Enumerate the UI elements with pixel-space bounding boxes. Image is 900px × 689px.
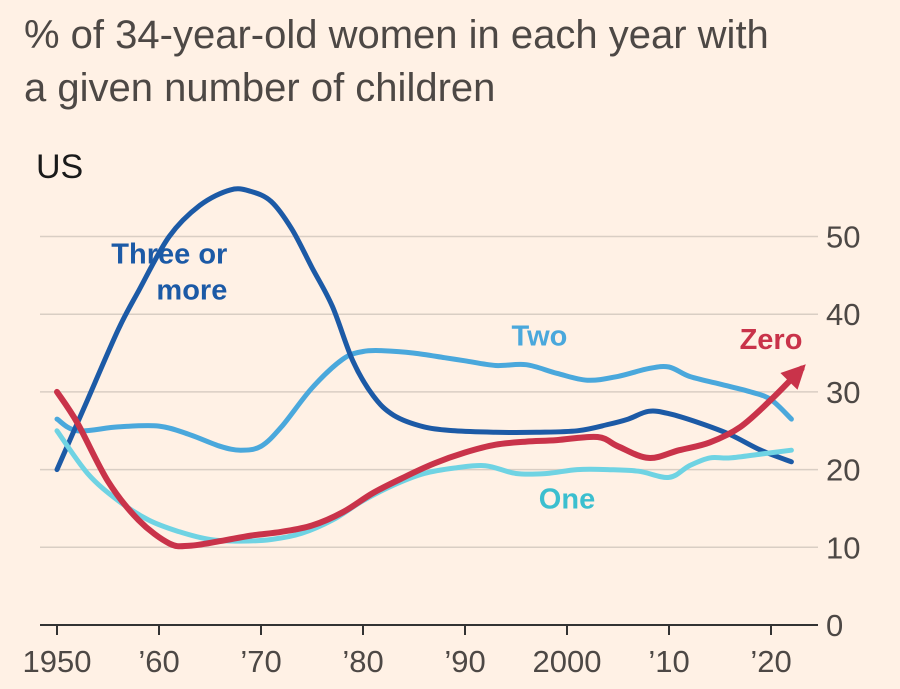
series-line-zero (54, 365, 805, 550)
x-tick-label-1970: ’70 (240, 644, 281, 679)
y-tick-label-30: 30 (826, 375, 860, 410)
x-axis: 1950 ’60 ’70 ’80 ’90 2000 ’10 ’20 (23, 624, 818, 679)
series-label-two: Two (512, 320, 568, 352)
series-group (54, 186, 806, 550)
chart-title-line1: % of 34-year-old women in each year with (24, 13, 769, 57)
series-line-two (54, 347, 794, 453)
x-tick-label-2000: 2000 (533, 644, 602, 679)
series-label-three-or-more-line2: more (156, 275, 227, 307)
y-tick-label-0: 0 (826, 608, 843, 643)
x-tick-label-1950: 1950 (23, 644, 92, 679)
x-tick-label-2020: ’20 (750, 644, 791, 679)
x-tick-label-2010: ’10 (648, 644, 689, 679)
x-tick-label-1960: ’60 (138, 644, 179, 679)
y-tick-label-40: 40 (826, 297, 860, 332)
y-axis: 0 10 20 30 40 50 (826, 220, 860, 644)
series-line-three-or-more (54, 186, 794, 473)
y-tick-label-20: 20 (826, 453, 860, 488)
series-line-one (54, 428, 794, 544)
region-label: US (36, 148, 83, 186)
series-label-three-or-more: Three or (111, 239, 227, 271)
zero-arrowhead (780, 364, 806, 390)
y-tick-label-10: 10 (826, 530, 860, 565)
chart-title-line2: a given number of children (24, 66, 495, 110)
series-labels: Three or more Two Zero One (111, 239, 802, 516)
series-label-one: One (539, 483, 595, 515)
y-tick-label-50: 50 (826, 220, 860, 255)
series-label-zero: Zero (740, 324, 803, 356)
x-tick-label-1980: ’80 (342, 644, 383, 679)
x-tick-label-1990: ’90 (444, 644, 485, 679)
